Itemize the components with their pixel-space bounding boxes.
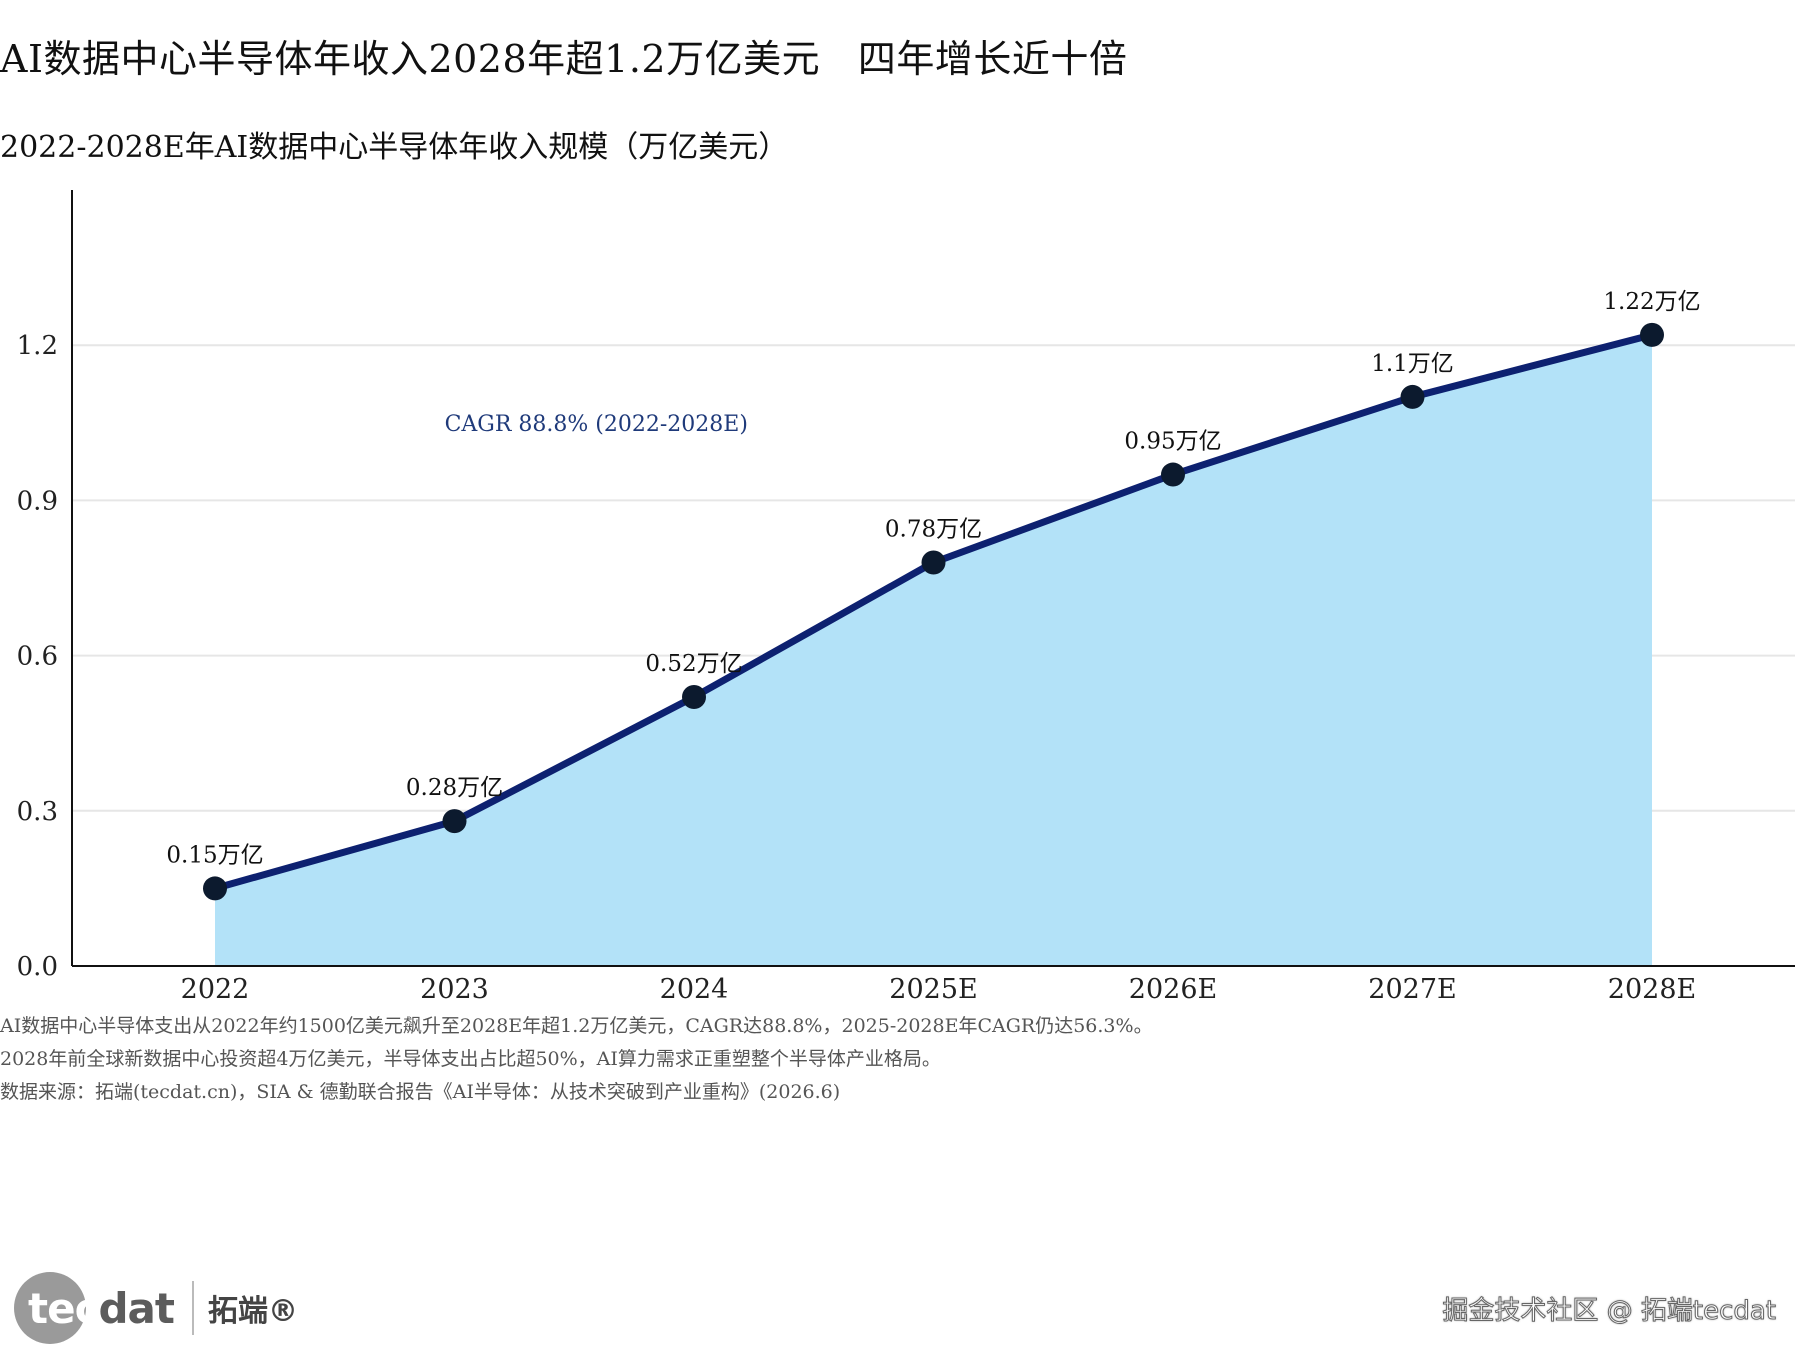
area-fill — [215, 334, 1652, 966]
y-tick-label: 0.0 — [17, 952, 58, 982]
chart-area: 0.0 0.3 0.6 0.9 1.2 0.15万亿 2022 0.28万亿 2023 0.52万… — [17, 190, 1795, 1005]
watermark: 掘金技术社区 @ 拓端tecdat — [1442, 1296, 1777, 1327]
y-tick-label: 0.3 — [17, 797, 58, 827]
data-point — [1161, 462, 1185, 487]
note-line: AI数据中心半导体支出从2022年约1500亿美元飙升至2028E年超1.2万亿… — [0, 1015, 1153, 1037]
chart-title: AI数据中心半导体年收入2028年超1.2万亿美元 四年增长近十倍 — [0, 37, 1128, 81]
data-label: 0.15万亿 — [166, 842, 263, 868]
data-label: 0.95万亿 — [1124, 429, 1221, 455]
tecdat-logo: tecdat 拓端® — [14, 1272, 298, 1344]
x-tick-label: 2027E — [1368, 974, 1456, 1005]
logo-cn-name: 拓端® — [207, 1294, 298, 1329]
x-tick-label: 2026E — [1129, 974, 1217, 1005]
data-point — [1400, 384, 1425, 409]
data-label: 0.52万亿 — [645, 651, 742, 677]
note-line: 2028年前全球新数据中心投资超4万亿美元，半导体支出占比超50%，AI算力需求… — [0, 1048, 941, 1070]
notes: AI数据中心半导体支出从2022年约1500亿美元飙升至2028E年超1.2万亿… — [0, 1010, 1153, 1109]
x-tick-label: 2022 — [181, 974, 250, 1005]
data-point — [682, 684, 706, 709]
data-point — [442, 809, 467, 834]
y-tick-label: 1.2 — [17, 331, 58, 361]
data-point — [1640, 322, 1664, 347]
chart-subtitle: 2022-2028E年AI数据中心半导体年收入规模（万亿美元） — [0, 130, 789, 165]
data-point — [203, 876, 227, 901]
x-tick-label: 2023 — [420, 974, 489, 1005]
logo-wordmark: tecdat — [28, 1283, 175, 1333]
x-tick-label: 2028E — [1608, 974, 1696, 1005]
data-label: 0.78万亿 — [885, 516, 982, 542]
x-tick-label: 2024 — [660, 974, 729, 1005]
data-point — [921, 550, 946, 575]
source-note: 数据来源：拓端(tecdat.cn)，SIA & 德勤联合报告《AI半导体：从技… — [0, 1081, 841, 1103]
x-tick-label: 2025E — [889, 974, 977, 1005]
data-label: 1.22万亿 — [1603, 289, 1700, 315]
logo-divider — [191, 1281, 194, 1335]
logo-circle-icon — [14, 1272, 86, 1344]
data-label: 0.28万亿 — [406, 775, 503, 801]
y-tick-label: 0.9 — [17, 486, 58, 516]
data-label: 1.1万亿 — [1371, 351, 1454, 377]
y-tick-label: 0.6 — [17, 642, 58, 672]
cagr-annotation: CAGR 88.8% (2022-2028E) — [445, 412, 748, 437]
